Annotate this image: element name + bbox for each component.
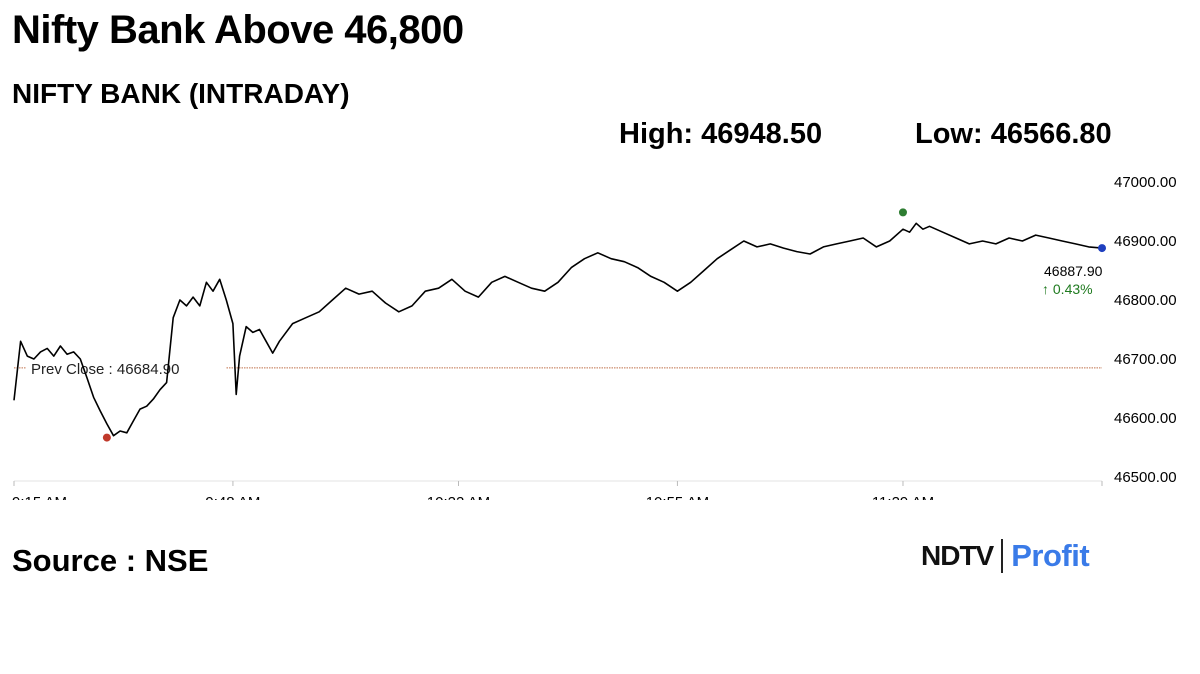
change-percent-label: ↑ 0.43% [1042, 281, 1093, 297]
labels-group: 46887.90 ↑ 0.43% [1042, 263, 1103, 297]
y-tick-label: 47000.00 [1114, 174, 1177, 191]
markers-group [102, 208, 1106, 442]
x-tick-label: 11:29 AM [872, 494, 934, 500]
logo-divider [1001, 539, 1004, 573]
low-value: Low: 46566.80 [915, 118, 1112, 150]
series-line [13, 222, 1103, 437]
prev-close-group: Prev Close : 46684.90 [14, 356, 1102, 379]
high-point-marker [898, 208, 907, 217]
x-tick-label: 9:15 AM [12, 494, 67, 500]
series-group [13, 222, 1103, 437]
ndtv-profit-logo: NDTV Profit [921, 536, 1090, 576]
prev-close-label: Prev Close : 46684.90 [31, 361, 179, 378]
last-value-label: 46887.90 [1044, 263, 1103, 279]
logo-brand: NDTV [921, 540, 994, 571]
x-axis: 9:15 AM 9:48 AM 10:22 AM 10:55 AM 11:29 AM [12, 480, 1103, 500]
intraday-chart: 46500.00 46600.00 46700.00 46800.00 46900.00… [12, 174, 1177, 500]
y-tick-label: 46800.00 [1114, 292, 1177, 309]
logo-product: Profit [1011, 538, 1090, 573]
x-tick-label: 10:22 AM [427, 494, 490, 500]
low-point-marker [102, 433, 111, 442]
chart-subtitle: NIFTY BANK (INTRADAY) [12, 78, 350, 109]
x-tick-label: 9:48 AM [205, 494, 260, 500]
x-tick-label: 10:55 AM [646, 494, 709, 500]
source-label: Source : NSE [12, 543, 209, 578]
y-axis: 46500.00 46600.00 46700.00 46800.00 46900.00… [1114, 174, 1177, 486]
y-tick-label: 46900.00 [1114, 233, 1177, 250]
y-tick-label: 46700.00 [1114, 351, 1177, 368]
high-value: High: 46948.50 [619, 118, 823, 150]
y-tick-label: 46600.00 [1114, 410, 1177, 427]
headline: Nifty Bank Above 46,800 [12, 8, 464, 52]
prev-close-label-bg [26, 356, 226, 379]
last-point-marker [1098, 244, 1106, 253]
y-tick-label: 46500.00 [1114, 469, 1177, 486]
